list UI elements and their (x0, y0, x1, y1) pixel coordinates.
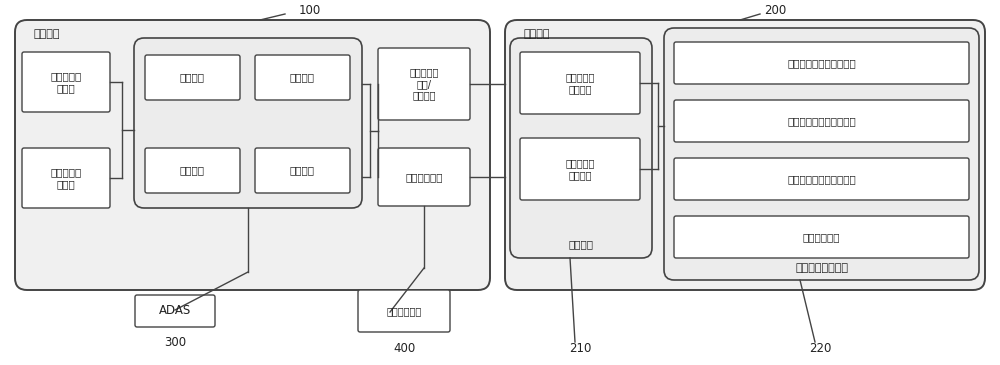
Text: 车辆图像或视频识别模块: 车辆图像或视频识别模块 (787, 116, 856, 126)
Text: 确定模块: 确定模块 (290, 73, 315, 82)
Text: 车辆系统: 车辆系统 (568, 239, 594, 249)
Text: 200: 200 (764, 4, 786, 16)
Text: 公安交通管理系统: 公安交通管理系统 (795, 263, 848, 273)
Text: 驾驶员信息
接收模块: 驾驶员信息 接收模块 (565, 72, 595, 94)
FancyBboxPatch shape (145, 148, 240, 193)
Text: 驾驶员信息
转发模块: 驾驶员信息 转发模块 (565, 158, 595, 180)
Text: 情绪状态识
别模块: 情绪状态识 别模块 (50, 167, 82, 189)
FancyBboxPatch shape (255, 55, 350, 100)
FancyBboxPatch shape (22, 52, 110, 112)
Text: 驾驶员信息
请求/
接收模块: 驾驶员信息 请求/ 接收模块 (409, 68, 439, 101)
Text: ADAS: ADAS (159, 304, 191, 318)
FancyBboxPatch shape (674, 42, 969, 84)
Text: 100: 100 (299, 4, 321, 16)
FancyBboxPatch shape (255, 148, 350, 193)
FancyBboxPatch shape (664, 28, 979, 280)
Text: 驾驶行为识
别模块: 驾驶行为识 别模块 (50, 71, 82, 93)
Text: 人脸检测模块: 人脸检测模块 (405, 172, 443, 182)
Text: 图像采集装置: 图像采集装置 (386, 306, 422, 316)
Text: 驾驶员身份属性识别模块: 驾驶员身份属性识别模块 (787, 58, 856, 68)
Text: 后台系统: 后台系统 (523, 29, 550, 39)
FancyBboxPatch shape (145, 55, 240, 100)
FancyBboxPatch shape (15, 20, 490, 290)
Text: 判断模块: 判断模块 (290, 165, 315, 176)
FancyBboxPatch shape (22, 148, 110, 208)
FancyBboxPatch shape (674, 216, 969, 258)
Text: 400: 400 (393, 342, 415, 354)
Text: 设定模块: 设定模块 (180, 165, 205, 176)
Text: 220: 220 (809, 342, 831, 354)
Text: 获取模块: 获取模块 (180, 73, 205, 82)
Text: 车辆图像或视频采集模块: 车辆图像或视频采集模块 (787, 174, 856, 184)
Text: 300: 300 (164, 337, 186, 350)
FancyBboxPatch shape (378, 48, 470, 120)
FancyBboxPatch shape (505, 20, 985, 290)
Text: 210: 210 (569, 342, 591, 354)
FancyBboxPatch shape (358, 290, 450, 332)
FancyBboxPatch shape (135, 295, 215, 327)
FancyBboxPatch shape (674, 100, 969, 142)
FancyBboxPatch shape (520, 138, 640, 200)
Text: 车机系统: 车机系统 (33, 29, 60, 39)
FancyBboxPatch shape (134, 38, 362, 208)
FancyBboxPatch shape (510, 38, 652, 258)
FancyBboxPatch shape (674, 158, 969, 200)
Text: 车辆登记模块: 车辆登记模块 (803, 232, 840, 242)
FancyBboxPatch shape (520, 52, 640, 114)
FancyBboxPatch shape (378, 148, 470, 206)
